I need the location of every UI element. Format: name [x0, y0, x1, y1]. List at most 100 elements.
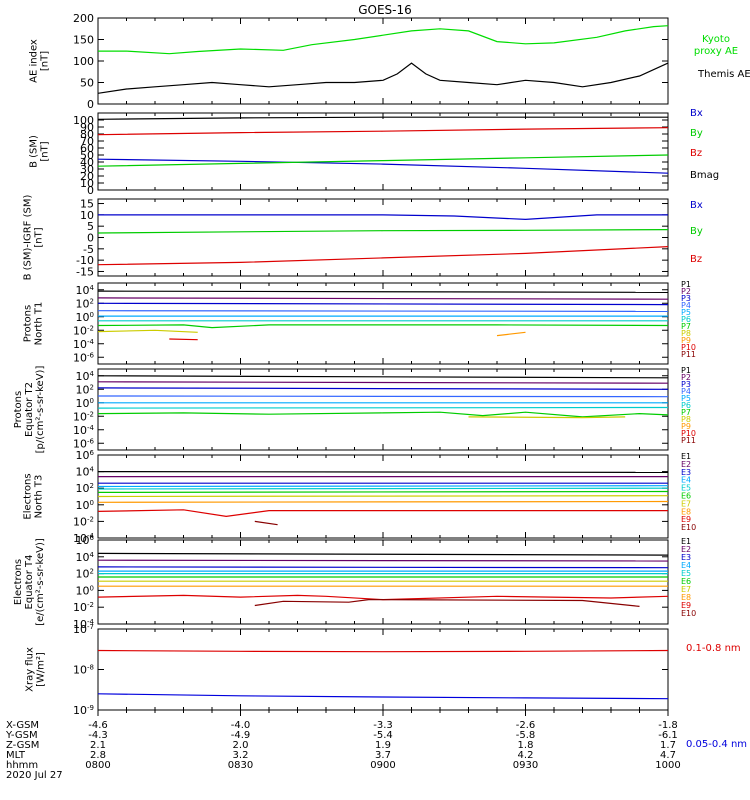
series-line-e6	[97, 490, 669, 493]
legend-p8: P8	[681, 329, 691, 338]
x-axis-value: -5.4	[373, 730, 393, 741]
legend-p6: P6	[681, 315, 691, 324]
y-tick-label: 10-4	[73, 424, 95, 437]
panel-frame	[97, 112, 669, 191]
x-axis-value: 2.1	[90, 740, 106, 751]
legend-p11: P11	[681, 350, 696, 359]
legend-bx: Bx	[690, 108, 703, 119]
panel-frame	[97, 198, 669, 277]
series-line-p8	[97, 329, 198, 333]
series-line-p2	[97, 381, 669, 384]
x-axis-row-label: hhmm	[6, 760, 38, 771]
legend-e1: E1	[681, 452, 691, 461]
y-tick-label: 5	[87, 220, 94, 233]
x-axis-value: 0830	[228, 760, 253, 771]
legend-e5: E5	[681, 569, 691, 578]
legend-p9: P9	[681, 336, 691, 345]
y-tick-label: 104	[76, 370, 95, 383]
plot-title: GOES-16	[358, 3, 412, 17]
legend-e9: E9	[681, 515, 691, 524]
series-line-p9	[496, 331, 526, 337]
legend-p9: P9	[681, 422, 691, 431]
y-tick-label: 104	[76, 466, 95, 479]
y-tick-label: 102	[76, 482, 94, 495]
y-tick-label: 0	[87, 184, 94, 197]
y-tick-label: 100	[76, 499, 94, 512]
legend-e2: E2	[681, 545, 691, 554]
series-line-bx	[97, 158, 669, 174]
series-line-p1	[97, 375, 669, 379]
legend-p7: P7	[681, 408, 691, 417]
legend-p2: P2	[681, 373, 691, 382]
x-axis-value: 3.7	[375, 750, 391, 761]
y-tick-label: 10-7	[73, 623, 94, 636]
series-line-p6	[97, 406, 669, 409]
x-axis-row-label: Z-GSM	[6, 740, 39, 751]
y-axis-label: North T1	[34, 302, 45, 346]
y-tick-label: 10-2	[73, 601, 94, 614]
legend-p5: P5	[681, 308, 691, 317]
y-tick-label: 150	[73, 34, 94, 47]
legend-p4: P4	[681, 301, 691, 310]
series-line-e3	[97, 566, 669, 569]
y-tick-label: 20	[80, 170, 94, 183]
y-tick-label: 0	[87, 98, 94, 111]
y-tick-label: 10-4	[73, 338, 95, 351]
legend-bz: Bz	[690, 148, 702, 159]
x-axis-value: 0800	[85, 760, 110, 771]
y-tick-label: 15	[80, 198, 94, 211]
y-tick-label: 10-6	[73, 351, 95, 364]
legend-e7: E7	[681, 585, 691, 594]
series-line-bx	[98, 214, 668, 221]
y-tick-label: 100	[73, 55, 94, 68]
x-axis-value: 3.2	[233, 750, 249, 761]
y-tick-label: 10-9	[73, 704, 94, 717]
panel-ae: 0 50 100 150 200 AE index [nT] Kyoto proxy AE The…	[29, 12, 750, 111]
series-line-e4	[97, 485, 669, 488]
legend-by: By	[690, 128, 703, 139]
y-tick-label: 10-4	[73, 532, 95, 545]
y-tick-label: -5	[83, 243, 94, 256]
y-tick-label: 100	[73, 114, 94, 127]
y-tick-label: 50	[80, 77, 94, 90]
legend-e5: E5	[681, 484, 691, 493]
legend-p10: P10	[681, 429, 696, 438]
y-tick-label: 100	[76, 397, 94, 410]
legend-p1: P1	[681, 280, 691, 289]
x-axis-value: 4.7	[660, 750, 676, 761]
x-axis-value: 1000	[655, 760, 680, 771]
y-axis-label: [p/(cm²-s-sr-keV)]	[35, 366, 46, 454]
y-axis-label: Equator T2	[24, 382, 35, 437]
legend-e6: E6	[681, 492, 691, 501]
legend-e1: E1	[681, 537, 691, 546]
series-line-kyoto-proxy-ae	[98, 25, 669, 55]
legend-p6: P6	[681, 401, 691, 410]
series-line-e7	[97, 495, 669, 498]
series-line-e10	[254, 520, 278, 526]
legend-e9: E9	[681, 601, 691, 610]
series-line-by	[97, 154, 669, 167]
y-axis-label: B (SM)	[29, 135, 40, 168]
legend-p2: P2	[681, 287, 691, 296]
legend-e8: E8	[681, 593, 691, 602]
legend-p5: P5	[681, 394, 691, 403]
y-tick-label: 104	[76, 284, 95, 297]
legend-e4: E4	[681, 561, 691, 570]
legend-p7: P7	[681, 322, 691, 331]
x-axis-value: 1.8	[518, 740, 534, 751]
legend-e6: E6	[681, 577, 691, 586]
series-line-e9	[97, 509, 668, 518]
x-axis-value: 2.8	[90, 750, 106, 761]
y-tick-label: 104	[76, 551, 95, 564]
legend-0-05-0-4-nm: 0.05-0.4 nm	[686, 739, 747, 750]
legend-e3: E3	[681, 553, 691, 562]
legend-p10: P10	[681, 343, 696, 352]
series-line-p8	[468, 416, 626, 419]
legend-e7: E7	[681, 499, 691, 508]
y-tick-label: 0	[87, 232, 94, 245]
y-tick-label: -10	[76, 254, 94, 267]
series-line-themis-ae	[97, 62, 669, 94]
series-line-e2	[97, 559, 669, 562]
panel-electrons_t4: 106 104 102 100 10-2 10-4 Electrons Equator T4[…	[13, 534, 696, 631]
